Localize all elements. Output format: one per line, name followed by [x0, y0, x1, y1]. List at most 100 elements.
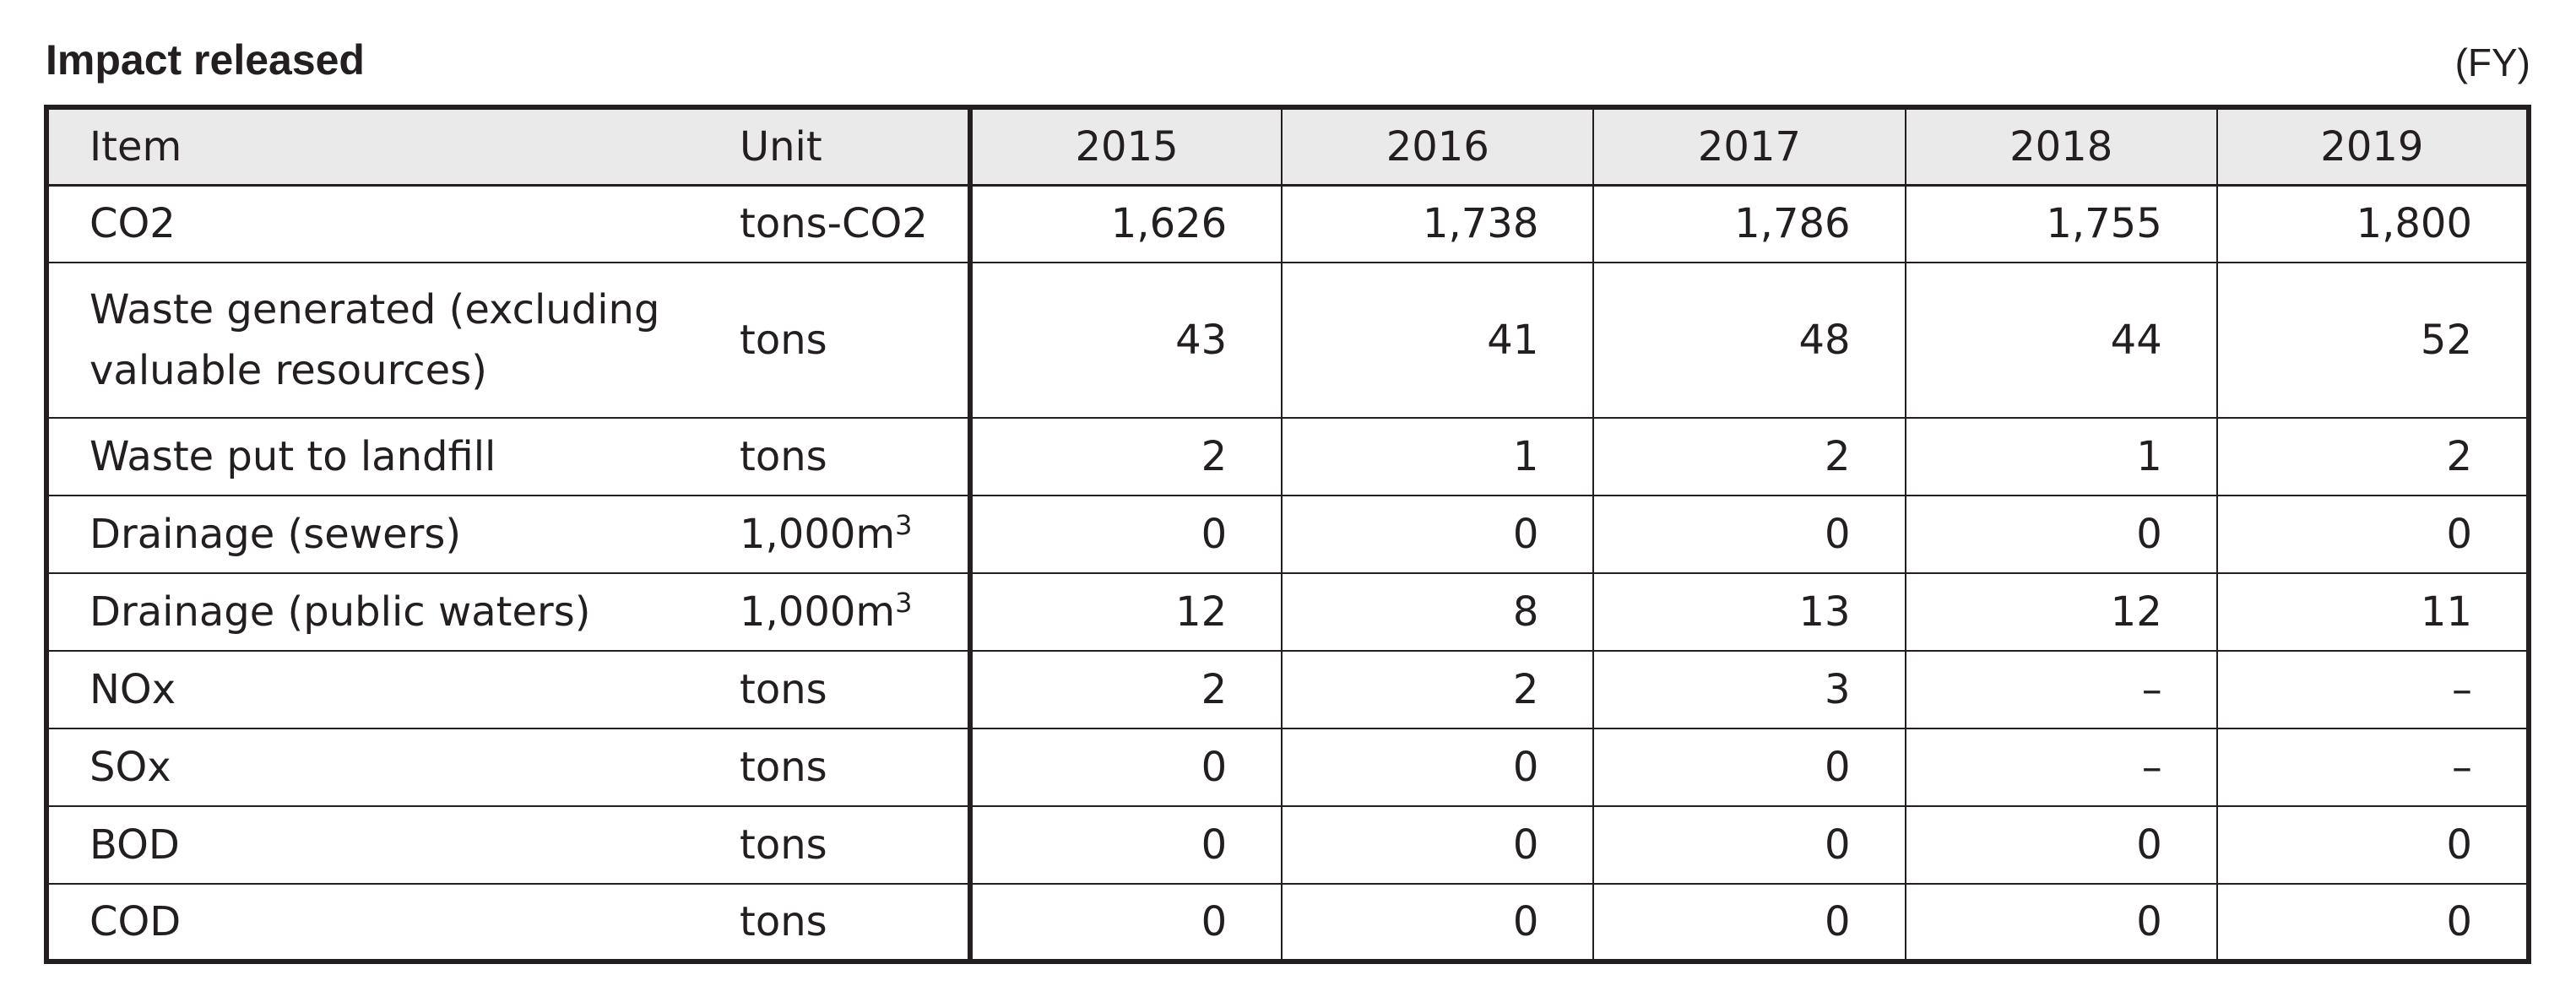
unit-label: tons	[740, 317, 827, 364]
unit-label: 1,000m	[740, 588, 896, 636]
value-cell-2017: 0	[1592, 883, 1906, 962]
table-row: CO2 tons-CO2 1,626 1,738 1,786 1,755 1,800	[46, 184, 2530, 263]
value-cell-2015: 2	[968, 417, 1283, 496]
header-year-2016: 2016	[1281, 106, 1595, 187]
header-row: Item Unit 2015 2016 2017 2018 2019	[46, 106, 2530, 187]
value-cell-2017: 3	[1592, 650, 1906, 729]
header-year-2019: 2019	[2215, 106, 2530, 187]
row-unit-cell: tons	[740, 650, 973, 729]
unit-superscript: 3	[895, 587, 913, 619]
value-cell-2015: 43	[968, 262, 1283, 419]
value-cell-2018: 0	[1904, 495, 2218, 574]
item-label: Waste generated (excluding valuable reso…	[89, 286, 660, 394]
unit-label: tons	[740, 821, 827, 869]
value-cell-2019: –	[2215, 650, 2530, 729]
value-cell-2015: 0	[968, 883, 1283, 962]
item-label: SOx	[89, 744, 171, 791]
row-item-cell: COD	[46, 883, 740, 962]
value-cell-2016: 0	[1281, 495, 1595, 574]
row-item-cell: BOD	[46, 805, 740, 885]
value-cell-2016: 41	[1281, 262, 1595, 419]
unit-label: tons	[740, 744, 827, 791]
value-cell-2017: 2	[1592, 417, 1906, 496]
value-cell-2016: 0	[1281, 805, 1595, 885]
table-row: Waste generated (excluding valuable reso…	[46, 262, 2530, 419]
header-year-2015: 2015	[968, 106, 1283, 187]
impact-table: Item Unit 2015 2016 2017 2018 2019 CO2 to…	[44, 105, 2531, 964]
item-label: NOx	[89, 666, 176, 713]
value-cell-2017: 0	[1592, 805, 1906, 885]
header-unit: Unit	[740, 106, 973, 187]
value-cell-2018: 1	[1904, 417, 2218, 496]
value-cell-2019: 0	[2215, 805, 2530, 885]
table-row: NOx tons 2 2 3– –	[46, 650, 2530, 729]
value-cell-2017: 0	[1592, 495, 1906, 574]
value-cell-2019: 2	[2215, 417, 2530, 496]
value-cell-2017: 0	[1592, 728, 1906, 807]
value-cell-2019: 0	[2215, 495, 2530, 574]
value-cell-2015: 2	[968, 650, 1283, 729]
value-cell-2019: –	[2215, 728, 2530, 807]
row-item-cell: Drainage (public waters)	[46, 572, 740, 652]
value-cell-2018: 0	[1904, 805, 2218, 885]
row-unit-cell: 1,000m3	[740, 572, 973, 652]
value-cell-2015: 0	[968, 728, 1283, 807]
value-cell-2017: 48	[1592, 262, 1906, 419]
table-row: Drainage (sewers) 1,000m3 0 0 0 0 0	[46, 495, 2530, 574]
value-cell-2018: 12	[1904, 572, 2218, 652]
value-cell-2015: 0	[968, 495, 1283, 574]
table-title: Impact released	[46, 36, 365, 84]
item-label: COD	[89, 898, 182, 945]
value-cell-2015: 1,626	[968, 184, 1283, 263]
value-cell-2019: 0	[2215, 883, 2530, 962]
item-label: CO2	[89, 200, 176, 248]
value-cell-2016: 0	[1281, 728, 1595, 807]
value-cell-2016: 2	[1281, 650, 1595, 729]
table-row: COD tons 0 0 0 0 0	[46, 883, 2530, 962]
value-cell-2015: 12	[968, 572, 1283, 652]
item-label: BOD	[89, 821, 180, 869]
row-unit-cell: tons	[740, 417, 973, 496]
row-unit-cell: tons-CO2	[740, 184, 973, 263]
value-cell-2016: 8	[1281, 572, 1595, 652]
header-year-2018: 2018	[1904, 106, 2218, 187]
fiscal-year-note: (FY)	[2454, 41, 2530, 84]
item-label: Drainage (public waters)	[89, 588, 591, 636]
table-row: Waste put to landfill tons 2 1 2 1 2	[46, 417, 2530, 496]
value-cell-2016: 0	[1281, 883, 1595, 962]
row-unit-cell: tons	[740, 883, 973, 962]
unit-label: tons	[740, 433, 827, 480]
value-cell-2016: 1,738	[1281, 184, 1595, 263]
value-cell-2018: 1,755	[1904, 184, 2218, 263]
value-cell-2018: 44	[1904, 262, 2218, 419]
value-cell-2019: 11	[2215, 572, 2530, 652]
value-cell-2019: 52	[2215, 262, 2530, 419]
unit-label: tons-CO2	[740, 200, 928, 248]
unit-superscript: 3	[895, 509, 913, 541]
value-cell-2018: –	[1904, 728, 2218, 807]
unit-label: tons	[740, 666, 827, 713]
value-cell-2017: 1,786	[1592, 184, 1906, 263]
table-body: CO2 tons-CO2 1,626 1,738 1,786 1,755 1,800 Wast…	[46, 184, 2530, 962]
header-year-2017: 2017	[1592, 106, 1906, 187]
row-item-cell: Waste put to landfill	[46, 417, 740, 496]
row-item-cell: CO2	[46, 184, 740, 263]
value-cell-2018: 0	[1904, 883, 2218, 962]
table-row: SOx tons 0 0 0– –	[46, 728, 2530, 807]
table-row: Drainage (public waters) 1,000m3 12 8 13 12 11	[46, 572, 2530, 652]
row-item-cell: Drainage (sewers)	[46, 495, 740, 574]
value-cell-2016: 1	[1281, 417, 1595, 496]
value-cell-2018: –	[1904, 650, 2218, 729]
unit-label: tons	[740, 898, 827, 945]
item-label: Drainage (sewers)	[89, 511, 462, 558]
row-item-cell: Waste generated (excluding valuable reso…	[46, 262, 740, 419]
row-unit-cell: tons	[740, 805, 973, 885]
row-unit-cell: tons	[740, 728, 973, 807]
value-cell-2015: 0	[968, 805, 1283, 885]
row-item-cell: SOx	[46, 728, 740, 807]
value-cell-2017: 13	[1592, 572, 1906, 652]
row-unit-cell: tons	[740, 262, 973, 419]
value-cell-2019: 1,800	[2215, 184, 2530, 263]
item-label: Waste put to landfill	[89, 433, 496, 480]
row-item-cell: NOx	[46, 650, 740, 729]
